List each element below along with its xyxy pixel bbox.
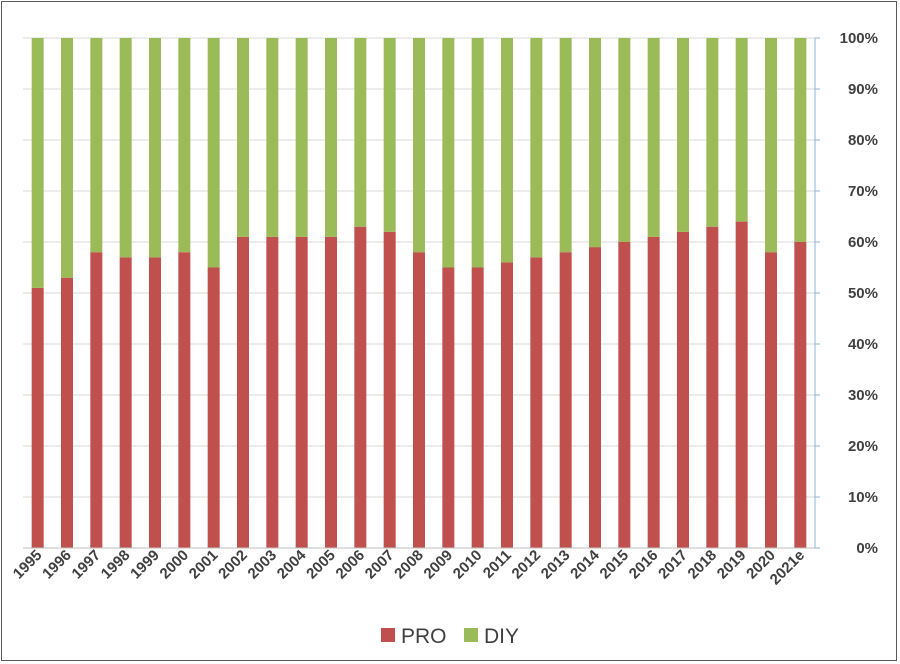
x-tick-label: 2014 xyxy=(567,546,603,582)
bar-pro-1996 xyxy=(61,277,73,548)
bar-diy-2003 xyxy=(266,38,279,237)
y-tick-label: 0% xyxy=(856,540,878,557)
bar-diy-2011 xyxy=(501,38,513,263)
x-tick-label: 2011 xyxy=(480,547,515,582)
y-tick-label: 60% xyxy=(848,234,878,251)
bars xyxy=(31,38,807,549)
x-tick-label: 1995 xyxy=(10,547,46,583)
bar-pro-1997 xyxy=(90,252,103,548)
bar-pro-2011 xyxy=(501,262,513,548)
bar-pro-2014 xyxy=(589,247,601,548)
bar-pro-2020 xyxy=(765,252,777,548)
bar-pro-1995 xyxy=(31,287,44,548)
bar-diy-2010 xyxy=(471,38,484,268)
bar-pro-2018 xyxy=(706,226,719,548)
y-axis: 0% 10% 20% 30% 40% 50% 60% 70% 80% 90% 100% xyxy=(23,30,878,557)
x-tick-label: 1997 xyxy=(69,547,105,583)
x-tick-label: 2019 xyxy=(714,547,750,583)
x-tick-label: 2006 xyxy=(333,547,369,583)
x-tick-label: 2017 xyxy=(655,547,691,583)
x-tick-label: 2003 xyxy=(245,547,281,583)
bar-pro-2012 xyxy=(530,257,543,548)
bar-diy-2007 xyxy=(383,38,396,232)
bar-pro-1998 xyxy=(119,257,132,548)
legend: PRO DIY xyxy=(381,625,519,648)
x-tick-label: 2008 xyxy=(391,547,427,583)
bar-diy-2002 xyxy=(237,38,249,237)
x-axis-labels: 1995199619971998199920002001200220032004… xyxy=(10,546,808,588)
y-tick-label: 20% xyxy=(848,438,878,455)
legend-label-diy: DIY xyxy=(484,625,519,648)
bar-diy-2013 xyxy=(559,38,572,253)
bar-pro-2009 xyxy=(442,267,455,548)
y-tick-label: 100% xyxy=(840,30,878,47)
x-tick-label: 2010 xyxy=(450,547,486,583)
bar-diy-2009 xyxy=(442,38,455,268)
bar-pro-2002 xyxy=(237,236,249,548)
x-tick-label: 2001 xyxy=(186,547,222,583)
bar-diy-2006 xyxy=(354,38,367,227)
x-tick-label: 2013 xyxy=(538,547,574,583)
y-tick-label: 90% xyxy=(848,81,878,98)
bar-diy-2014 xyxy=(589,38,601,248)
bar-pro-2008 xyxy=(413,252,425,548)
bar-diy-1996 xyxy=(61,38,73,278)
x-tick-label: 2004 xyxy=(274,546,310,582)
bar-diy-2001 xyxy=(207,38,220,268)
bar-pro-2003 xyxy=(266,236,279,548)
bar-diy-2015 xyxy=(618,38,631,242)
bar-diy-2021e xyxy=(794,38,807,242)
bar-diy-2004 xyxy=(295,38,308,237)
bar-diy-2005 xyxy=(325,38,337,237)
bar-diy-2019 xyxy=(735,38,748,222)
bar-pro-1999 xyxy=(149,257,161,548)
bar-diy-2012 xyxy=(530,38,543,258)
bar-pro-2019 xyxy=(735,221,748,548)
bar-diy-2017 xyxy=(677,38,689,232)
bar-pro-2004 xyxy=(295,236,308,548)
y-tick-label: 70% xyxy=(848,183,878,200)
x-tick-label: 2018 xyxy=(685,547,721,583)
x-tick-label: 2015 xyxy=(597,547,633,583)
bar-diy-1995 xyxy=(31,38,44,288)
x-tick-label: 2005 xyxy=(303,547,339,583)
bar-pro-2021e xyxy=(794,242,807,548)
y-tick-label: 10% xyxy=(848,489,878,506)
y-tick-label: 30% xyxy=(848,387,878,404)
legend-label-pro: PRO xyxy=(401,625,447,648)
bar-diy-2016 xyxy=(647,38,660,237)
bar-diy-2000 xyxy=(178,38,191,253)
bar-pro-2010 xyxy=(471,267,484,548)
bar-pro-2013 xyxy=(559,252,572,548)
x-tick-label: 1998 xyxy=(98,547,134,583)
y-tick-label: 50% xyxy=(848,285,878,302)
y-tick-label: 80% xyxy=(848,132,878,149)
bar-pro-2016 xyxy=(647,236,660,548)
bar-pro-2007 xyxy=(383,231,396,549)
x-tick-label: 1996 xyxy=(39,547,75,583)
bar-diy-2018 xyxy=(706,38,719,227)
bar-diy-1998 xyxy=(119,38,132,258)
x-tick-label: 2016 xyxy=(626,547,662,583)
x-tick-label: 2012 xyxy=(509,547,545,583)
bar-pro-2006 xyxy=(354,226,367,548)
legend-swatch-pro xyxy=(381,628,395,642)
x-tick-label: 1999 xyxy=(127,547,163,583)
bar-pro-2001 xyxy=(207,267,220,548)
bar-pro-2000 xyxy=(178,252,191,548)
bar-diy-1997 xyxy=(90,38,103,253)
bar-diy-2008 xyxy=(413,38,425,253)
bar-diy-2020 xyxy=(765,38,777,253)
x-tick-label: 2000 xyxy=(157,547,193,583)
x-tick-label: 2009 xyxy=(421,547,457,583)
x-tick-label: 2007 xyxy=(362,547,398,583)
y-tick-label: 40% xyxy=(848,336,878,353)
bar-pro-2017 xyxy=(677,231,689,549)
bar-diy-1999 xyxy=(149,38,161,258)
legend-swatch-diy xyxy=(464,628,478,642)
bar-pro-2005 xyxy=(325,236,337,548)
x-tick-label: 2002 xyxy=(215,547,251,583)
bar-pro-2015 xyxy=(618,242,631,548)
